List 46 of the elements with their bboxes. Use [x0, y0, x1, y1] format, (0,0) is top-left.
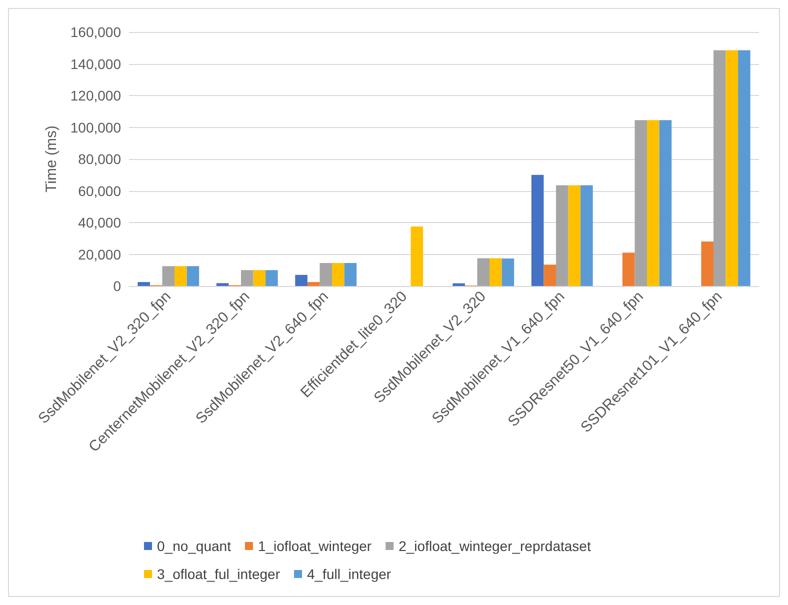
- bar: [216, 283, 229, 286]
- bar: [138, 282, 150, 286]
- bar: [502, 258, 514, 286]
- bar: [568, 185, 581, 286]
- bar: [531, 174, 544, 286]
- bar: [738, 50, 750, 286]
- bar: [556, 185, 568, 286]
- y-tick-label: 160,000: [70, 24, 122, 40]
- bar: [477, 258, 490, 286]
- bar: [320, 262, 332, 286]
- bar: [307, 282, 320, 286]
- bar: [253, 270, 266, 286]
- bar: [332, 262, 344, 286]
- bar: [410, 226, 424, 286]
- bar: [162, 266, 175, 286]
- legend-label: 3_ofloat_ful_integer: [157, 566, 280, 582]
- bar: [713, 50, 726, 286]
- bar: [701, 242, 714, 286]
- legend-label: 2_iofloat_winteger_reprdataset: [398, 538, 591, 554]
- bar: [174, 266, 187, 286]
- bar: [452, 283, 465, 286]
- y-tick-label: 80,000: [78, 151, 122, 167]
- y-tick-label: 20,000: [78, 246, 122, 262]
- bar: [580, 185, 593, 286]
- bar: [266, 270, 278, 286]
- y-tick-label: 140,000: [70, 56, 122, 72]
- bar: [726, 50, 738, 286]
- bar: [240, 270, 254, 286]
- bar: [490, 258, 502, 286]
- y-tick-label: 100,000: [70, 119, 122, 136]
- bar: [295, 274, 308, 286]
- legend-label: 4_full_integer: [306, 566, 392, 582]
- y-tick-label: 120,000: [70, 88, 122, 104]
- bar: [544, 264, 556, 286]
- legend-label: 1_iofloat_winteger: [258, 538, 372, 554]
- y-tick-label: 40,000: [78, 214, 122, 230]
- bar: [186, 266, 200, 286]
- bar: [659, 120, 672, 286]
- bar: [622, 252, 635, 286]
- y-axis-title: Time (ms): [43, 126, 60, 192]
- bar: [344, 262, 357, 286]
- y-tick-label: 0: [113, 278, 122, 294]
- legend-label: 0_no_quant: [157, 538, 232, 554]
- bar: [634, 120, 648, 286]
- bar: [647, 120, 660, 286]
- y-tick-label: 60,000: [78, 182, 122, 199]
